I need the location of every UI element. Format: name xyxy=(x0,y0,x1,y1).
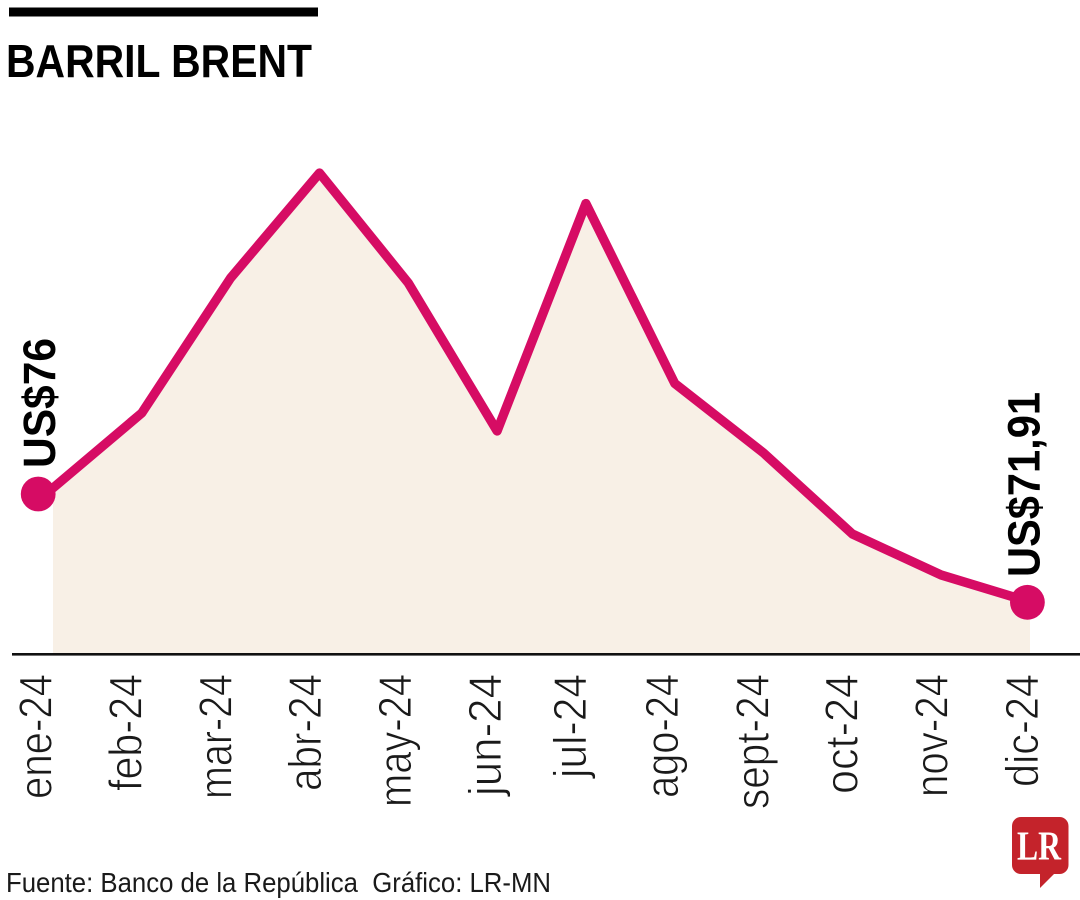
svg-text:ago-24: ago-24 xyxy=(636,674,688,798)
svg-text:nov-24: nov-24 xyxy=(906,674,958,797)
svg-text:mar-24: mar-24 xyxy=(190,674,242,799)
svg-text:LR: LR xyxy=(1017,823,1061,869)
svg-text:oct-24: oct-24 xyxy=(816,674,868,794)
svg-text:sept-24: sept-24 xyxy=(727,674,779,809)
svg-text:may-24: may-24 xyxy=(369,674,421,807)
svg-text:feb-24: feb-24 xyxy=(100,674,152,791)
svg-text:US$76: US$76 xyxy=(14,338,65,468)
svg-text:dic-24: dic-24 xyxy=(996,674,1048,787)
svg-text:BARRIL BRENT: BARRIL BRENT xyxy=(6,35,312,87)
svg-text:abr-24: abr-24 xyxy=(279,674,331,791)
svg-text:jun-24: jun-24 xyxy=(459,674,511,798)
svg-text:ene-24: ene-24 xyxy=(10,674,62,799)
svg-text:jul-24: jul-24 xyxy=(544,674,596,780)
svg-text:Fuente: Banco de la República: Fuente: Banco de la República Gráfico: L… xyxy=(6,867,551,898)
svg-text:US$71,91: US$71,91 xyxy=(999,392,1050,577)
